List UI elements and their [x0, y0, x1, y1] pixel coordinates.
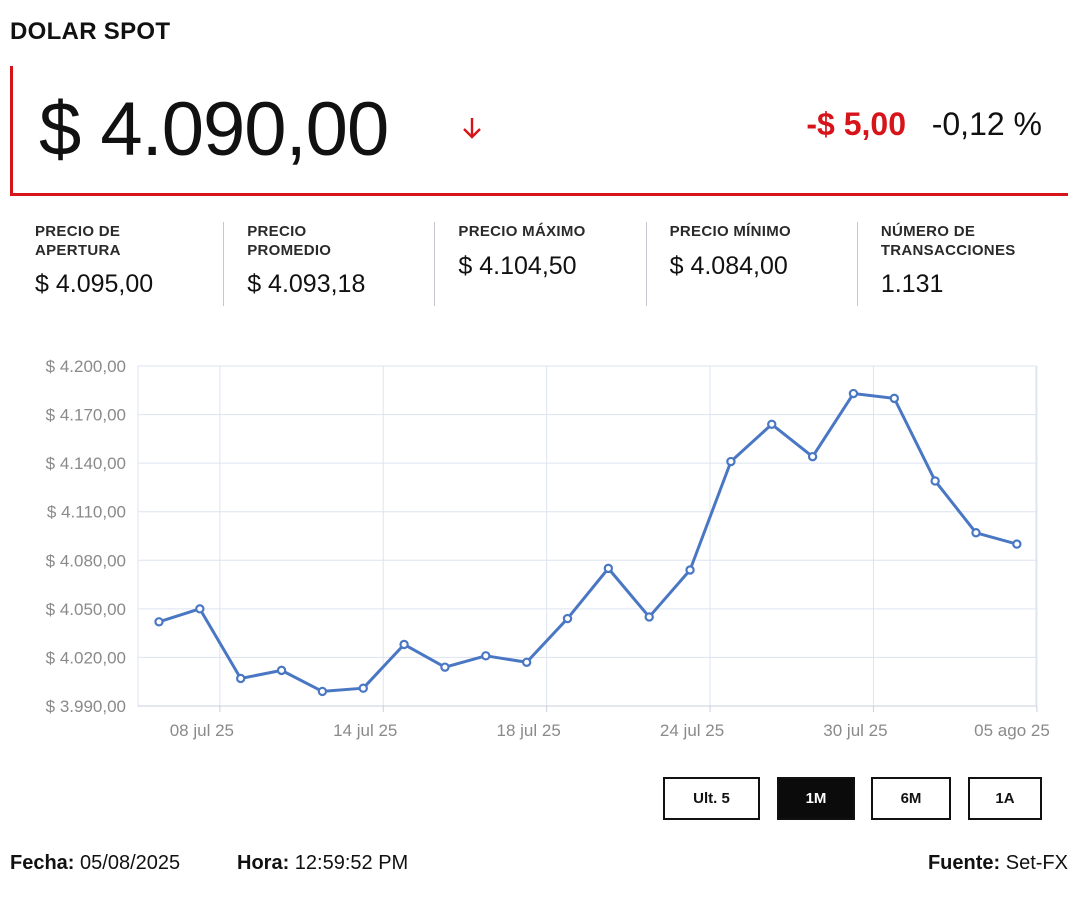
stat-label: PRECIO MÍNIMO	[669, 223, 792, 240]
x-tick-label: 18 jul 25	[497, 721, 561, 740]
stat-value: $ 4.084,00	[669, 252, 788, 280]
data-point	[930, 476, 940, 486]
y-tick-label: $ 4.080,00	[46, 551, 126, 570]
arrow-down-icon	[461, 116, 483, 145]
stat-label: PRECIO PROMEDIO	[247, 223, 332, 259]
y-tick-label: $ 4.050,00	[46, 600, 126, 619]
range-button-ult5[interactable]: Ult. 5	[663, 777, 760, 820]
data-point	[358, 683, 368, 693]
stat-value: $ 4.095,00	[35, 270, 154, 298]
y-tick-label: $ 4.020,00	[46, 648, 126, 667]
x-tick-label: 05 ago 25	[974, 721, 1050, 740]
time-label: Hora:	[237, 852, 290, 874]
range-button-6m[interactable]: 6M	[871, 777, 951, 820]
x-tick-label: 14 jul 25	[333, 721, 397, 740]
data-point	[440, 662, 450, 672]
source-label: Fuente:	[927, 852, 1001, 874]
series-line	[158, 392, 1018, 693]
plot-area	[137, 365, 1037, 707]
data-point	[971, 528, 981, 538]
stat-label: PRECIO DE APERTURA	[35, 223, 121, 259]
x-tick-label: 24 jul 25	[660, 721, 724, 740]
page-title: DOLAR SPOT	[10, 18, 171, 45]
date-value: 05/08/2025	[80, 852, 181, 874]
data-point	[235, 673, 246, 684]
data-point	[889, 393, 900, 404]
data-point	[848, 388, 859, 399]
price-panel: $ 4.090,00 -$ 5,00 -0,12 %	[10, 66, 1068, 196]
data-point	[481, 651, 491, 661]
stat-value: 1.131	[880, 270, 944, 298]
x-tick-label: 08 jul 25	[170, 721, 234, 740]
date-label: Fecha:	[10, 852, 75, 874]
data-point	[521, 657, 532, 667]
y-tick-label: $ 4.200,00	[46, 357, 126, 376]
data-point	[685, 565, 695, 575]
data-point	[767, 419, 777, 429]
time-value: 12:59:52 PM	[294, 852, 409, 874]
data-point	[154, 617, 164, 627]
price-line-chart: $ 4.200,00 $ 4.170,00 $ 4.140,00 $ 4.110,00…	[46, 357, 1050, 740]
stat-value: $ 4.104,50	[458, 252, 577, 280]
footer-date: Fecha: 05/08/2025	[10, 852, 180, 875]
stat-average-price: PRECIO PROMEDIO $ 4.093,18	[223, 222, 434, 306]
y-tick-label: $ 3.990,00	[46, 697, 126, 716]
y-tick-label: $ 4.110,00	[47, 503, 126, 522]
stat-value: $ 4.093,18	[247, 270, 366, 298]
range-button-1m[interactable]: 1M	[777, 777, 855, 820]
stat-label: PRECIO MÁXIMO	[458, 223, 586, 240]
stat-opening-price: PRECIO DE APERTURA $ 4.095,00	[12, 222, 223, 306]
stat-label: NÚMERO DE TRANSACCIONES	[880, 223, 1016, 259]
data-point	[807, 451, 818, 462]
data-point	[1012, 539, 1022, 549]
footer-source: Fuente: Set-FX	[928, 852, 1068, 875]
range-button-1a[interactable]: 1A	[968, 777, 1042, 820]
data-point	[644, 612, 654, 622]
footer-time: Hora: 12:59:52 PM	[237, 852, 408, 875]
stat-transactions: NÚMERO DE TRANSACCIONES 1.131	[856, 222, 1068, 306]
y-tick-label: $ 4.170,00	[46, 406, 126, 425]
data-point	[603, 563, 614, 574]
source-value: Set-FX	[1005, 852, 1068, 874]
data-point	[562, 613, 573, 624]
price-change: -$ 5,00	[806, 106, 906, 142]
y-tick-label: $ 4.140,00	[46, 454, 126, 473]
data-point	[317, 686, 328, 697]
x-tick-label: 30 jul 25	[823, 721, 887, 740]
stat-max-price: PRECIO MÁXIMO $ 4.104,50	[434, 222, 645, 306]
data-point	[276, 665, 287, 676]
stats-row: PRECIO DE APERTURA $ 4.095,00 PRECIO PRO…	[12, 222, 1068, 306]
data-point	[726, 456, 736, 467]
price-change-percent: -0,12 %	[931, 106, 1042, 142]
data-point	[195, 604, 205, 614]
data-point	[399, 639, 409, 650]
stat-min-price: PRECIO MÍNIMO $ 4.084,00	[645, 222, 857, 306]
current-price: $ 4.090,00	[39, 87, 389, 172]
